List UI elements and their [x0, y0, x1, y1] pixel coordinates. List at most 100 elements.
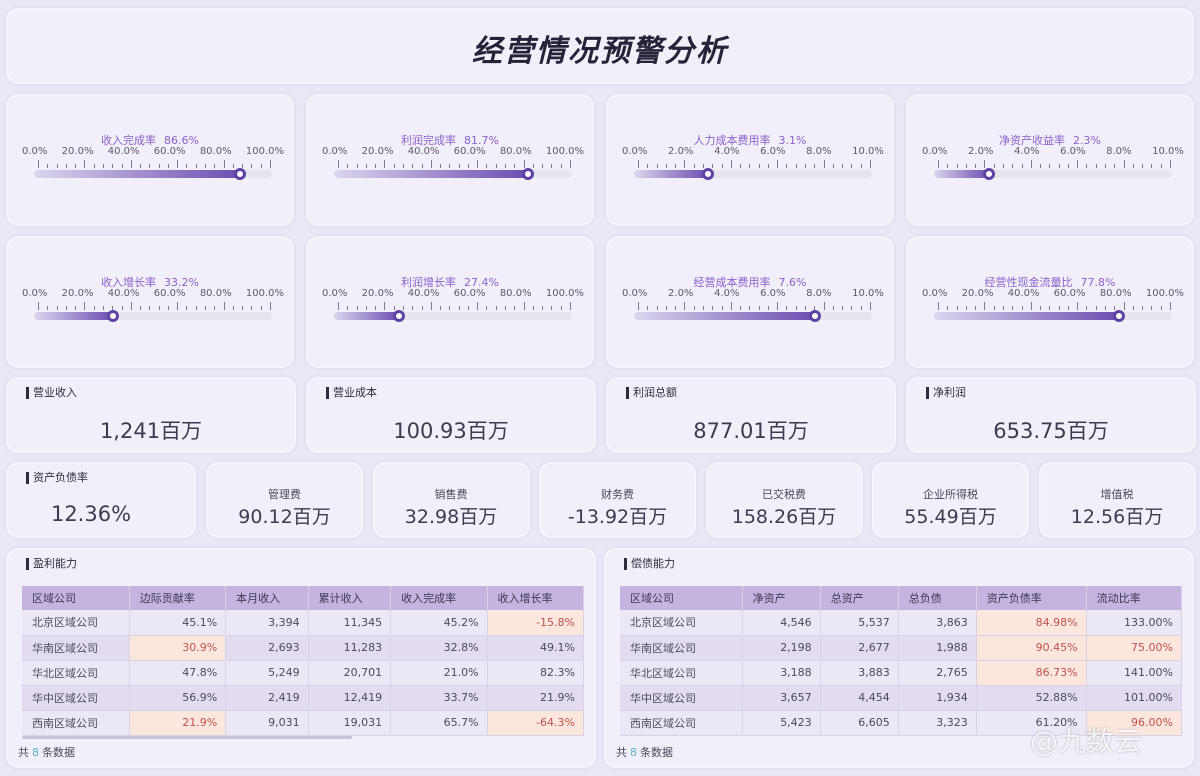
gauge-tick-mark	[665, 306, 667, 310]
gauge-tick-mark	[1095, 306, 1097, 310]
gauge-knob	[107, 310, 120, 322]
fee-card: 已交税费 158.26百万	[705, 462, 863, 538]
gauge-tick-mark	[1049, 306, 1051, 310]
gauge-tick-mark	[421, 306, 423, 310]
table-cell: 56.9%	[129, 685, 227, 711]
fee-card: 销售费 32.98百万	[372, 462, 530, 538]
gauge-tick-mark	[251, 306, 253, 310]
table-cell: 北京区域公司	[22, 610, 130, 636]
gauge-tick-label: 60.0%	[153, 288, 186, 299]
gauge-tick-mark	[140, 164, 142, 168]
gauge-tick-label: 100.0%	[1145, 288, 1184, 299]
column-header[interactable]: 区域公司	[22, 586, 130, 610]
gauge-tick-mark	[860, 306, 862, 310]
gauge-tick-mark	[93, 164, 95, 168]
gauge-tick-mark	[158, 306, 160, 310]
table-cell: 1,934	[898, 685, 977, 711]
gauge-tick-mark	[186, 164, 188, 168]
gauge-tick-mark	[1049, 164, 1051, 168]
gauge-tick-mark	[870, 160, 871, 168]
horizontal-scrollbar[interactable]	[22, 736, 352, 739]
gauge-label: 人力成本费用率	[693, 134, 771, 147]
column-header[interactable]: 收入完成率	[390, 586, 488, 610]
gauge-knob	[522, 168, 535, 180]
column-header[interactable]: 流动比率	[1086, 586, 1183, 610]
column-header[interactable]: 累计收入	[308, 586, 392, 610]
gauge-value: 77.8%	[1080, 276, 1116, 289]
table-cell: 133.00%	[1086, 610, 1183, 636]
gauge-tick-mark	[1160, 164, 1162, 168]
gauge-tick-mark	[1012, 306, 1014, 310]
gauge-tick-label: 8.0%	[806, 288, 832, 299]
table-cell: 北京区域公司	[620, 610, 743, 636]
table-cell: 33.7%	[390, 685, 488, 711]
gauge-tick-mark	[47, 164, 49, 168]
gauge-tick-mark	[486, 306, 488, 310]
kpi-value: 100.93百万	[393, 419, 509, 443]
table-row: 华中区域公司 3,657 4,454 1,934 52.88% 101.00%	[620, 685, 1183, 711]
gauge-tick-mark	[647, 306, 649, 310]
table-cell: 11,283	[308, 635, 392, 661]
column-header[interactable]: 资产负债率	[976, 586, 1087, 610]
gauge-knob	[808, 310, 821, 322]
column-header[interactable]: 边际贡献率	[129, 586, 227, 610]
gauge-tick-mark	[365, 164, 367, 168]
gauge-tick-mark	[947, 164, 949, 168]
gauge-tick-mark	[814, 306, 816, 310]
table-cell: 9,031	[225, 710, 309, 736]
column-header[interactable]: 收入增长率	[487, 586, 585, 610]
gauge-scale	[938, 160, 1171, 168]
gauge-tick-mark	[1077, 160, 1079, 168]
kpi-label: 资产负债率	[26, 472, 88, 484]
column-header[interactable]: 净资产	[742, 586, 821, 610]
gauge-value: 2.3%	[1073, 134, 1101, 147]
gauge-tick-mark	[702, 164, 704, 168]
column-header[interactable]: 区域公司	[620, 586, 743, 610]
gauge-tick-mark	[384, 160, 386, 168]
gauge-tick-label: 60.0%	[453, 146, 486, 157]
gauge-tick-label: 20.0%	[361, 288, 394, 299]
column-header[interactable]: 本月收入	[225, 586, 309, 610]
table-cell: 11,345	[308, 610, 392, 636]
gauge-tick-mark	[656, 306, 658, 310]
gauge-tick-mark	[177, 302, 179, 310]
column-header[interactable]: 总资产	[820, 586, 899, 610]
gauge-value: 81.7%	[464, 134, 499, 147]
gauge-tick-mark	[523, 160, 525, 168]
gauge-title: 收入增长率 33.2%	[8, 274, 292, 290]
gauge-tick-label: 100.0%	[245, 288, 284, 299]
gauge-tick-mark	[270, 160, 271, 168]
gauge-tick-mark	[167, 306, 169, 310]
gauge-tick-mark	[477, 302, 479, 310]
gauge-tick-mark	[993, 306, 995, 310]
gauge-tick-label: 2.0%	[668, 146, 694, 157]
gauge-knob	[234, 168, 247, 180]
gauge-knob	[393, 310, 406, 322]
gauge-tick-mark	[851, 306, 853, 310]
table-cell: 4,454	[820, 685, 899, 711]
gauge-tick-label: 20.0%	[361, 146, 394, 157]
gauge-tick-label: 60.0%	[453, 288, 486, 299]
gauge-tick-label: 60.0%	[1053, 288, 1086, 299]
gauge-track	[34, 168, 272, 180]
kpi-value: 12.36%	[50, 502, 132, 526]
kpi-label: 净利润	[926, 387, 966, 399]
gauge-tick-mark	[84, 302, 86, 310]
fee-value: -13.92百万	[567, 506, 668, 528]
debt-table-panel: 偿债能力 区域公司 净资产 总资产 总负债 资产负债率 流动比率 北京区域公司 4,546 5,…	[604, 548, 1194, 768]
column-header[interactable]: 总负债	[898, 586, 977, 610]
gauge-tick-mark	[777, 160, 779, 168]
gauge-tick-mark	[495, 306, 497, 310]
profit-table: 区域公司 边际贡献率 本月收入 累计收入 收入完成率 收入增长率 北京区域公司 45.1% 3,…	[22, 586, 585, 736]
gauge-card: 人力成本费用率 3.1% 0.0% 2.0% 4.0% 6.0% 8.0% 10.0%	[606, 94, 894, 226]
kpi-label: 营业成本	[326, 387, 377, 399]
table-cell: 45.2%	[390, 610, 488, 636]
gauge-tick-mark	[777, 302, 779, 310]
gauge-knob	[1113, 310, 1126, 322]
gauge-tick-mark	[1030, 160, 1032, 168]
table-title: 偿债能力	[624, 558, 675, 570]
gauge-tick-mark	[458, 306, 460, 310]
gauge-tick-mark	[684, 160, 686, 168]
gauge-tick-mark	[167, 164, 169, 168]
gauge-track	[334, 310, 572, 322]
